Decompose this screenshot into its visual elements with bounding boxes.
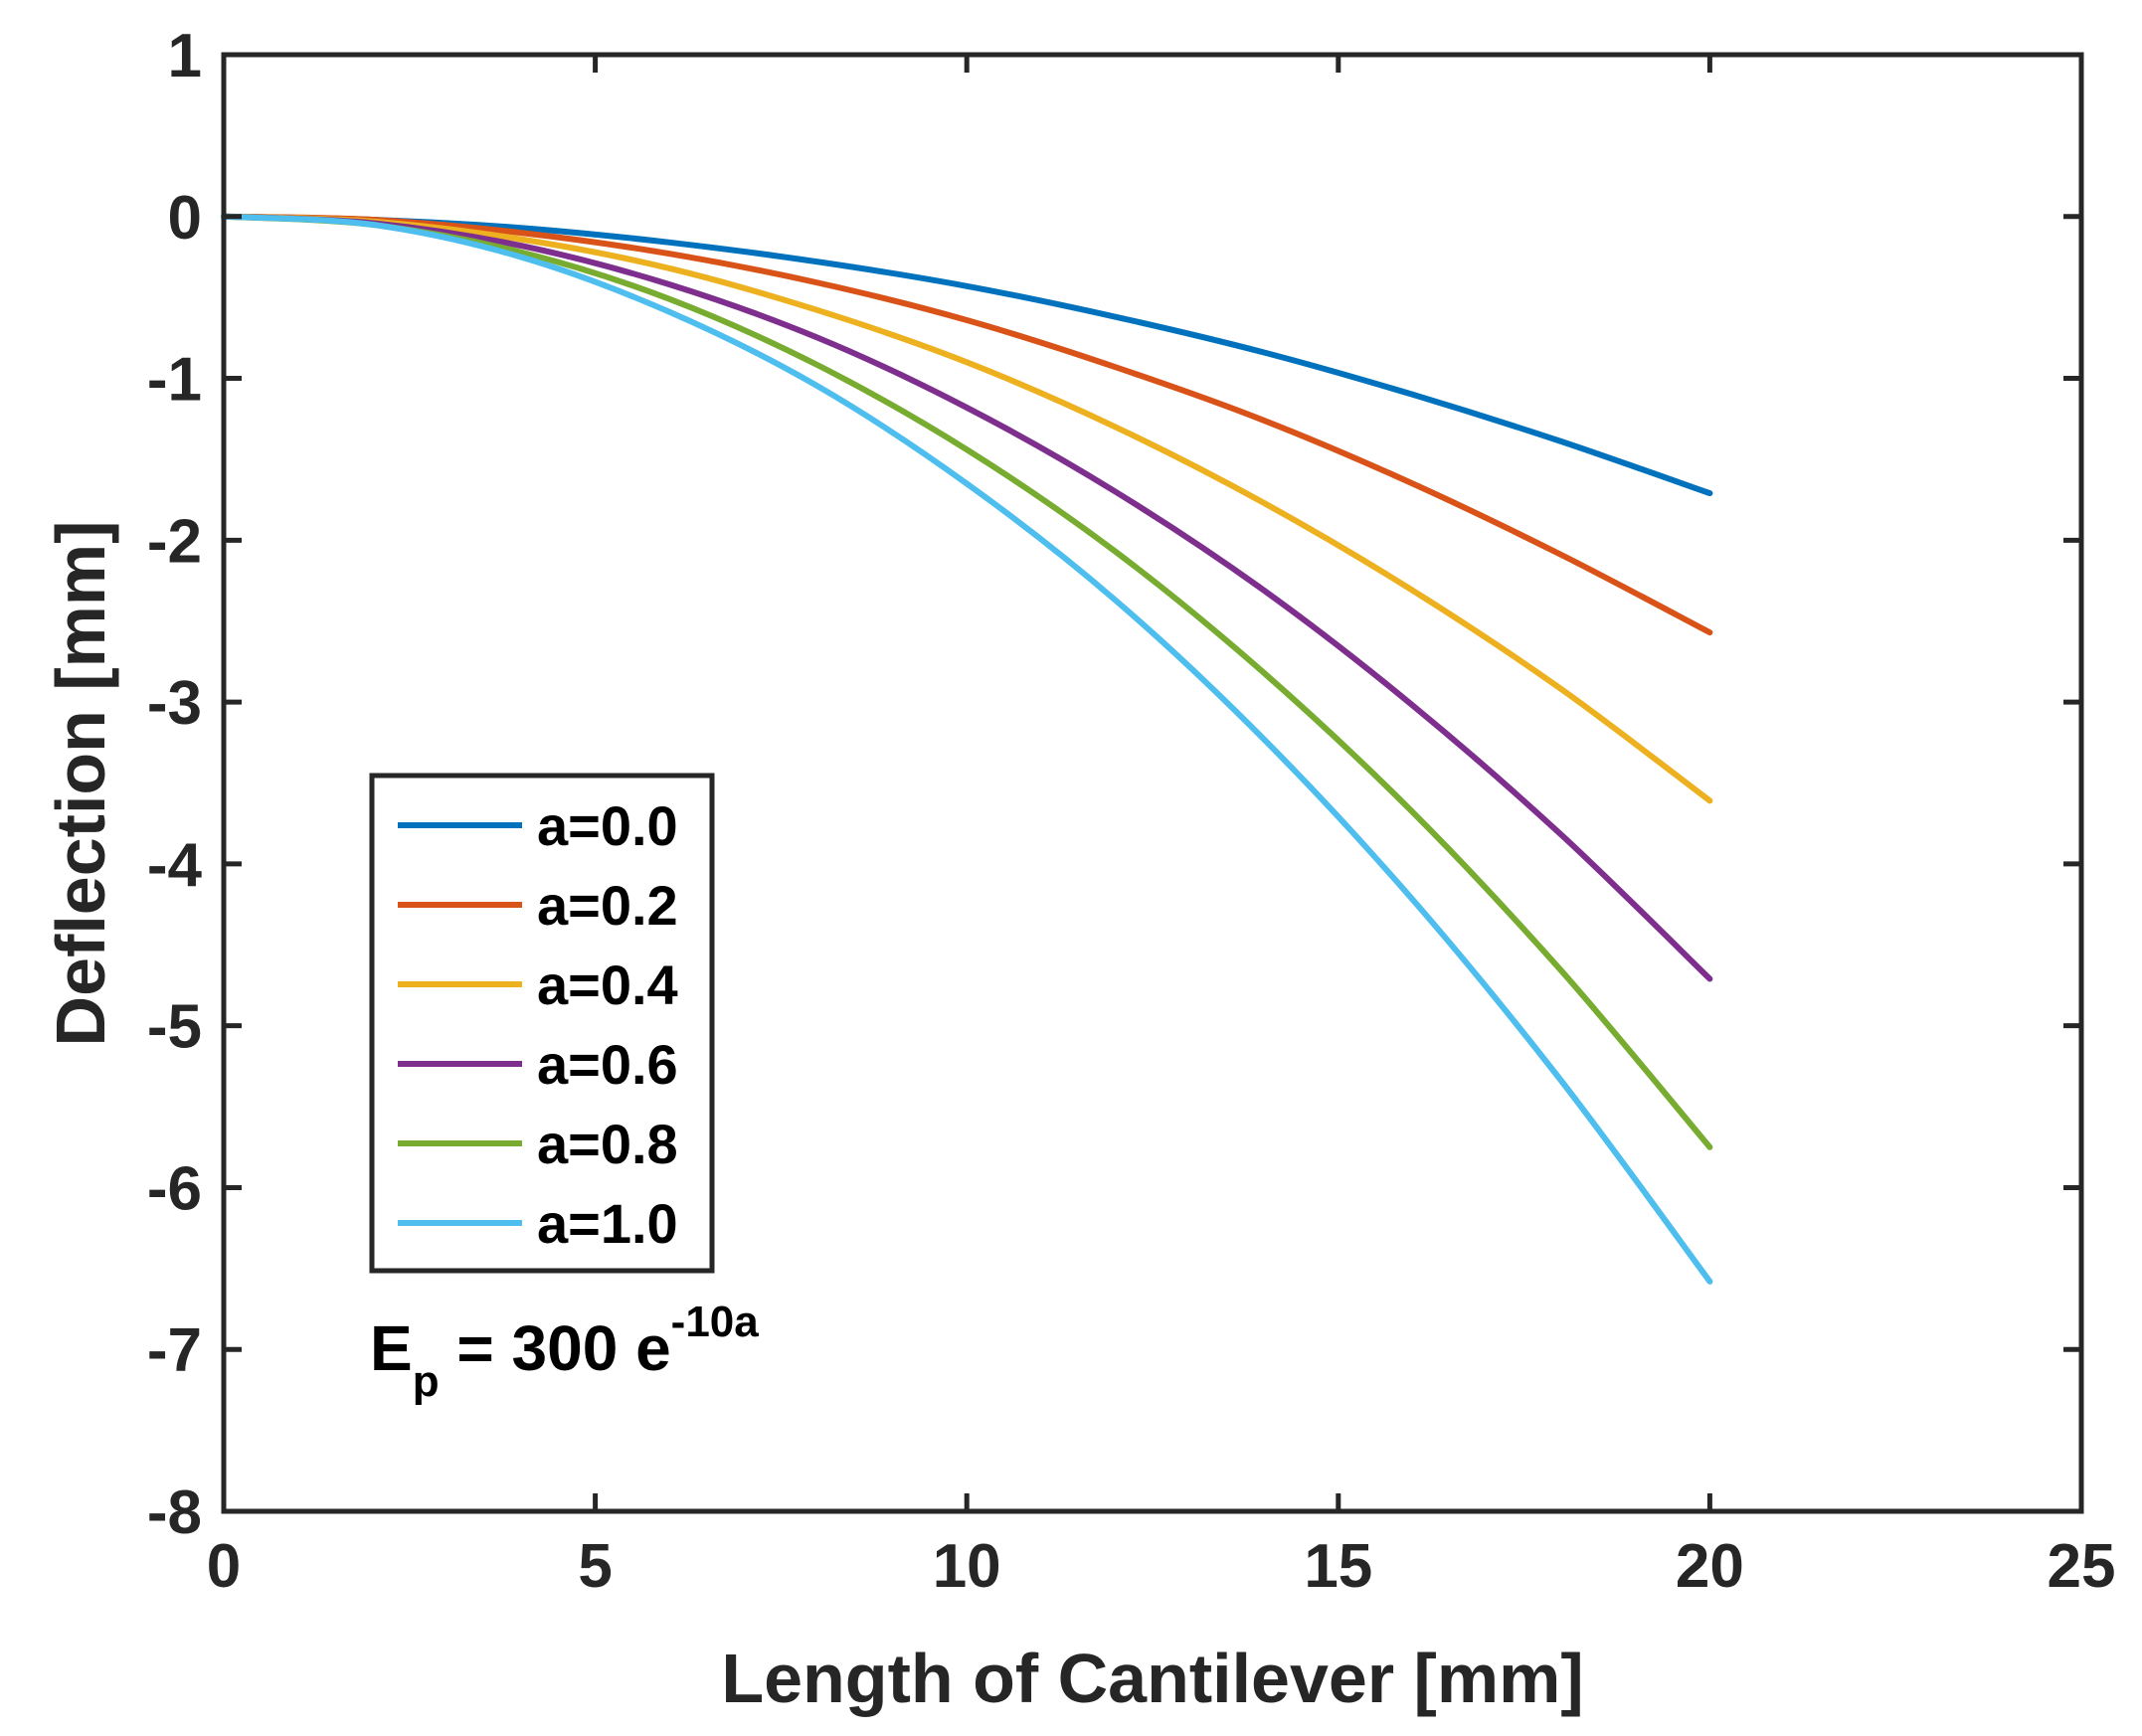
y-tick-label: 0 (168, 184, 202, 253)
legend-item: a=0.6 (398, 1033, 678, 1096)
legend-label: a=0.6 (537, 1033, 678, 1096)
x-tick-label: 25 (2048, 1532, 2116, 1601)
series-lines (221, 213, 1713, 1285)
legend-label: a=0.4 (537, 954, 678, 1016)
series-line-a=0.0 (221, 213, 1713, 497)
series-line-a=1.0 (221, 213, 1713, 1285)
legend-item: a=1.0 (398, 1192, 678, 1255)
legend-item: a=0.4 (398, 954, 678, 1016)
equation-annotation: Ep = 300 e-10a (370, 1298, 759, 1406)
y-tick-label: -3 (147, 669, 202, 738)
axes-frame (221, 52, 2084, 1514)
legend-items: a=0.0 a=0.2 a=0.4 a=0.6 a=0.8 a=1.0 (398, 794, 678, 1255)
y-tick-label: 1 (168, 22, 202, 90)
series-line-a=0.8 (221, 213, 1713, 1150)
legend-item: a=0.8 (398, 1113, 678, 1175)
legend-label: a=0.2 (537, 874, 678, 937)
annotation-subscript: p (413, 1357, 440, 1406)
x-tick-label: 20 (1676, 1532, 1744, 1601)
annotation-superscript: -10a (671, 1298, 760, 1346)
y-tick-label: -7 (147, 1316, 202, 1385)
legend-item: a=0.2 (398, 874, 678, 937)
legend-label: a=0.0 (537, 794, 678, 857)
y-tick-label: -2 (147, 507, 202, 576)
y-tick-label: -5 (147, 993, 202, 1062)
series-line-a=0.6 (221, 213, 1713, 982)
y-tick-label: -1 (147, 346, 202, 415)
legend-label: a=1.0 (537, 1192, 678, 1255)
y-tick-label: -6 (147, 1154, 202, 1223)
legend-box (369, 773, 715, 1274)
legend: a=0.0 a=0.2 a=0.4 a=0.6 a=0.8 a=1.0 (369, 773, 715, 1274)
y-tick-label: -4 (147, 831, 203, 900)
x-tick-label: 0 (207, 1532, 241, 1601)
annotation-text: = 300 e (440, 1312, 671, 1384)
x-tick-label: 5 (578, 1532, 612, 1601)
y-axis-label: Deflection [mm] (42, 521, 119, 1047)
y-tick-label: -8 (147, 1478, 202, 1547)
axis-ticks (221, 52, 2084, 1514)
series-line-a=0.2 (221, 213, 1713, 636)
series-line-a=0.4 (221, 213, 1713, 804)
x-tick-label: 10 (933, 1532, 1001, 1601)
x-axis-label: Length of Cantilever [mm] (721, 1640, 1583, 1717)
legend-item: a=0.0 (398, 794, 678, 857)
x-tick-label: 15 (1304, 1532, 1372, 1601)
annotation-base: E (370, 1312, 413, 1384)
legend-label: a=0.8 (537, 1113, 678, 1175)
